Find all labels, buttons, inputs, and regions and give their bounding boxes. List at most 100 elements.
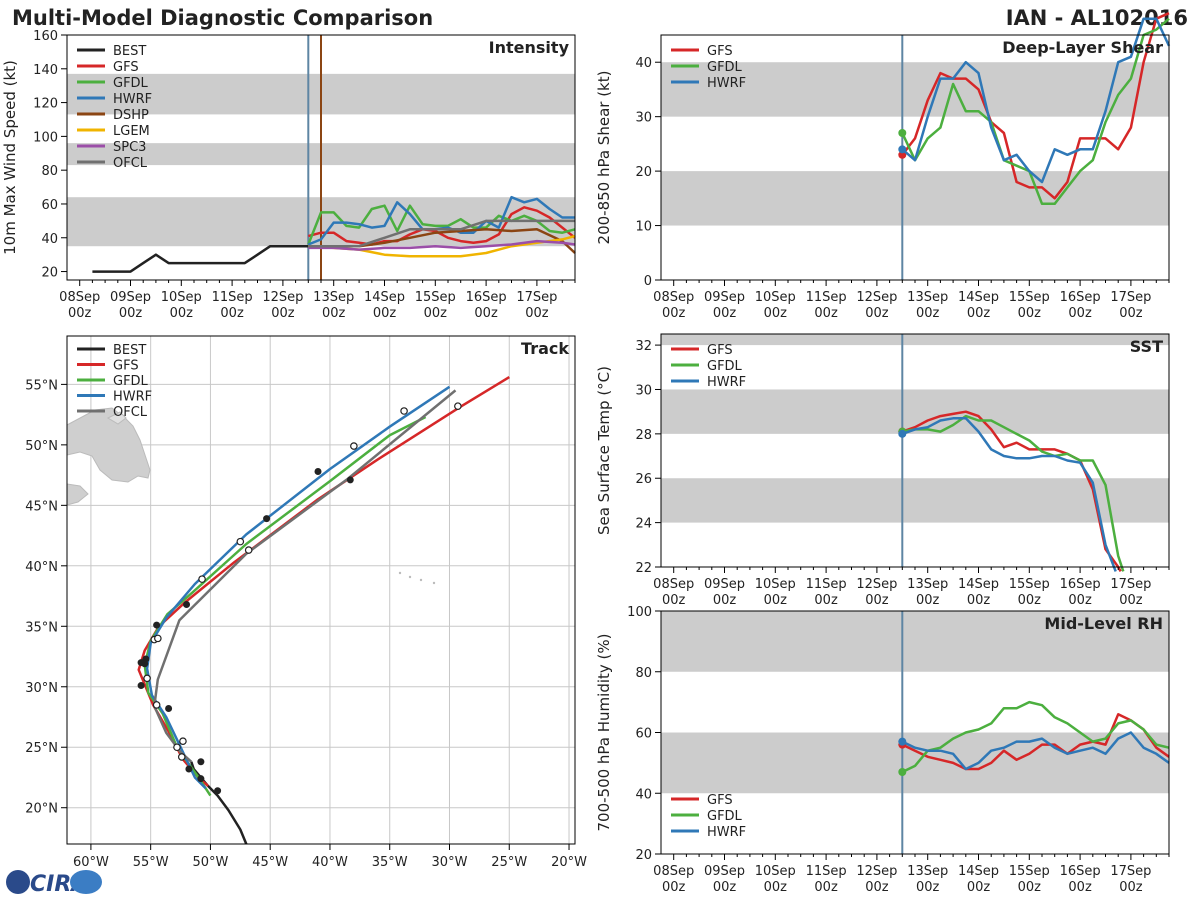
series-line-best xyxy=(92,244,309,273)
y-tick-label: 45°N xyxy=(25,499,58,514)
x-tick-label-hour: 00z xyxy=(713,593,737,608)
x-tick-label-date: 10Sep xyxy=(755,577,796,592)
y-tick-label: 60 xyxy=(41,198,58,213)
x-tick-label-date: 15Sep xyxy=(415,290,456,305)
track-line-hwrf xyxy=(145,385,451,790)
y-tick-label: 24 xyxy=(635,517,652,532)
x-tick-label-date: 17Sep xyxy=(516,290,557,305)
cira-logo: CIRA xyxy=(6,870,102,897)
x-tick-label-hour: 00z xyxy=(814,593,838,608)
x-tick-label-date: 14Sep xyxy=(958,864,999,879)
legend-label-best: BEST xyxy=(113,44,146,59)
y-tick-label: 100 xyxy=(627,605,652,620)
y-tick-label: 50°N xyxy=(25,439,58,454)
x-tick-label-date: 08Sep xyxy=(653,864,694,879)
best-track-point xyxy=(142,655,150,663)
y-tick-label: 30 xyxy=(635,111,652,126)
best-track-point xyxy=(197,758,205,766)
x-tick-label-date: 09Sep xyxy=(704,577,745,592)
legend-label-ofcl: OFCL xyxy=(113,156,148,171)
y-tick-label: 40 xyxy=(41,232,58,247)
x-tick-label-date: 09Sep xyxy=(704,290,745,305)
forecast-position-point xyxy=(152,701,161,709)
series-line-gfs xyxy=(901,410,1122,573)
forecast-position-point xyxy=(177,753,186,761)
x-tick-label: 20°W xyxy=(551,855,587,870)
x-tick-label-date: 12Sep xyxy=(856,577,897,592)
shaded-band xyxy=(661,611,1169,672)
best-track-point xyxy=(214,787,222,795)
x-tick-label-hour: 00z xyxy=(1119,306,1143,321)
forecast-position-point xyxy=(198,575,206,583)
forecast-position-point xyxy=(244,546,253,554)
track-panel: 60°W 55°W 50°W 45°W 40°W 35°W 30°W 25°W 20°W 20°N… xyxy=(25,335,587,870)
panel-title: Deep-Layer Shear xyxy=(1002,38,1163,57)
x-tick-label-date: 12Sep xyxy=(262,290,303,305)
x-tick-label-date: 11Sep xyxy=(806,577,847,592)
best-track-point xyxy=(263,515,271,523)
series-line-gfdl xyxy=(901,700,1170,774)
x-tick-label-hour: 00z xyxy=(713,880,737,895)
legend-label-lgem: LGEM xyxy=(113,124,150,139)
y-tick-label: 40 xyxy=(635,787,652,802)
y-tick-label: 55°N xyxy=(25,378,58,393)
plot-frame xyxy=(66,335,576,845)
best-track-point xyxy=(314,467,322,475)
legend-label-hwrf: HWRF xyxy=(707,76,746,91)
y-tick-label: 160 xyxy=(33,29,58,44)
x-tick-label-date: 08Sep xyxy=(59,290,100,305)
x-tick-label-date: 13Sep xyxy=(907,290,948,305)
y-tick-label: 22 xyxy=(635,561,652,576)
x-tick-label-date: 12Sep xyxy=(856,864,897,879)
x-tick-label-date: 15Sep xyxy=(1009,864,1050,879)
x-tick-label-date: 17Sep xyxy=(1110,864,1151,879)
x-tick-label-hour: 00z xyxy=(713,306,737,321)
x-tick-label-hour: 00z xyxy=(1018,306,1042,321)
series-line-gfs xyxy=(901,713,1170,771)
y-axis-label: 200-850 hPa Shear (kt) xyxy=(595,71,613,245)
legend-label-ofcl: OFCL xyxy=(113,405,148,420)
y-tick-label: 26 xyxy=(635,472,652,487)
y-axis-label: 10m Max Wind Speed (kt) xyxy=(1,60,19,255)
panel-title: Intensity xyxy=(489,38,570,57)
x-tick-label-date: 15Sep xyxy=(1009,290,1050,305)
x-tick-label-hour: 00z xyxy=(764,880,788,895)
y-tick-label: 40 xyxy=(635,56,652,71)
logo-globe-icon xyxy=(6,870,30,894)
forecast-position-point xyxy=(454,402,462,410)
x-tick-label: 50°W xyxy=(192,855,228,870)
x-tick-label-date: 16Sep xyxy=(466,290,507,305)
x-tick-label-hour: 00z xyxy=(474,306,498,321)
x-tick-label-hour: 00z xyxy=(1018,593,1042,608)
forecast-position-point xyxy=(154,634,162,643)
x-tick-label-date: 14Sep xyxy=(958,290,999,305)
y-tick-label: 60 xyxy=(635,727,652,742)
forecast-position-point xyxy=(400,407,408,415)
x-tick-label-date: 10Sep xyxy=(755,290,796,305)
shaded-band xyxy=(661,62,1169,117)
y-tick-label: 20 xyxy=(41,266,58,281)
legend-label-hwrf: HWRF xyxy=(707,825,746,840)
series-line-hwrf xyxy=(901,731,1170,771)
y-tick-label: 100 xyxy=(33,130,58,145)
best-track-point xyxy=(137,682,145,690)
x-tick-label-hour: 00z xyxy=(1119,880,1143,895)
y-tick-label: 28 xyxy=(635,428,652,443)
x-tick-label-hour: 00z xyxy=(424,306,448,321)
legend-label-hwrf: HWRF xyxy=(113,92,152,107)
x-tick-label-hour: 00z xyxy=(967,880,991,895)
x-tick-label: 45°W xyxy=(252,855,288,870)
y-tick-label: 10 xyxy=(635,220,652,235)
x-tick-label-hour: 00z xyxy=(1068,593,1092,608)
x-tick-label-hour: 00z xyxy=(916,880,940,895)
panel-title: Mid-Level RH xyxy=(1044,614,1163,633)
y-axis-label: Sea Surface Temp (°C) xyxy=(595,366,613,535)
initial-point-hwrf xyxy=(898,429,907,438)
landmass-nova-scotia xyxy=(66,483,89,506)
legend-label-gfdl: GFDL xyxy=(113,374,149,389)
x-tick-label-hour: 00z xyxy=(916,306,940,321)
x-tick-label-hour: 00z xyxy=(525,306,549,321)
x-tick-label-hour: 00z xyxy=(1119,593,1143,608)
best-track-point xyxy=(137,659,145,667)
legend-label-hwrf: HWRF xyxy=(707,375,746,390)
